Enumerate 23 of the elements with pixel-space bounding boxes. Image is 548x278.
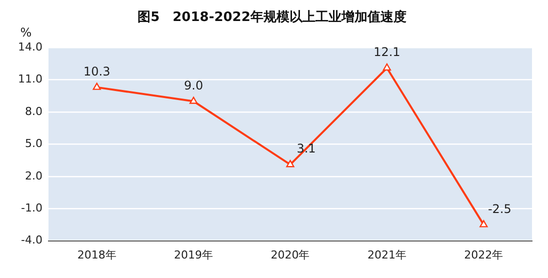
chart-title: 图5 2018-2022年规模以上工业增加值速度 bbox=[138, 9, 406, 26]
point bbox=[92, 82, 101, 90]
x-tick-label: 2020年 bbox=[270, 248, 310, 262]
data-label: 9.0 bbox=[184, 78, 204, 92]
data-label: 12.1 bbox=[374, 45, 400, 60]
y-tick-label: 5.0 bbox=[24, 137, 42, 150]
point bbox=[480, 220, 488, 228]
data-label: 10.3 bbox=[83, 64, 110, 78]
y-tick-label: -4.0 bbox=[21, 234, 42, 247]
x-tick-label: 2018年 bbox=[77, 248, 116, 262]
data-label: -2.5 bbox=[488, 202, 512, 216]
point bbox=[189, 96, 198, 104]
point bbox=[286, 160, 294, 168]
x-tick-label: 2021年 bbox=[367, 248, 406, 262]
y-tick-label: -1.0 bbox=[21, 201, 42, 214]
y-tick-label: 14.0 bbox=[18, 40, 42, 54]
y-tick-label: 11.0 bbox=[18, 72, 42, 86]
x-tick-label: 2022年 bbox=[464, 248, 504, 262]
y-tick-label: 8.0 bbox=[24, 104, 42, 118]
y-tick-label: 2.0 bbox=[24, 169, 42, 182]
y-axis-title: % bbox=[20, 26, 32, 40]
point bbox=[382, 63, 392, 71]
x-tick-label: 2019年 bbox=[174, 248, 214, 262]
